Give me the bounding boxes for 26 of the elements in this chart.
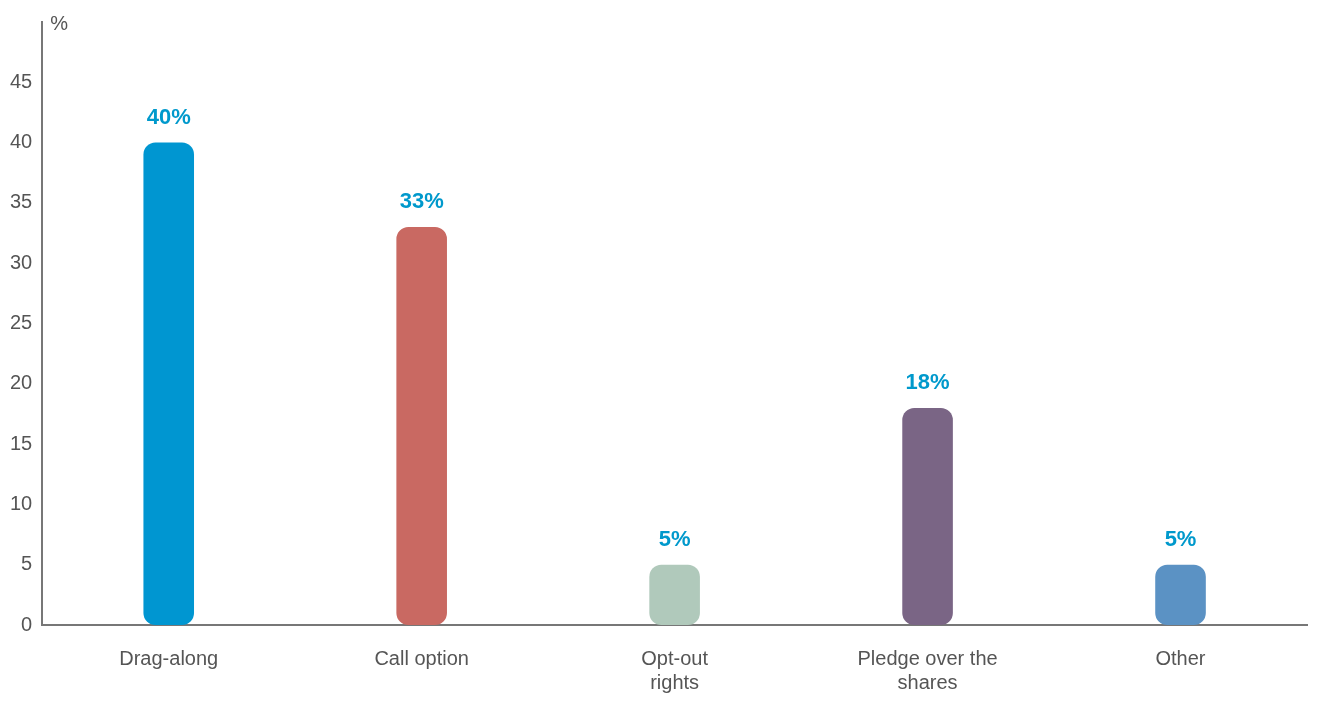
y-tick-label: 40: [10, 130, 33, 153]
y-tick-label: 5: [21, 552, 33, 575]
y-tick-label: 30: [10, 250, 33, 273]
data-label: 40%: [146, 103, 191, 129]
y-tick-label: 25: [10, 311, 33, 334]
x-tick-label: Pledge over the shares: [857, 646, 998, 693]
data-label: 5%: [658, 525, 691, 551]
x-tick-label: Call option: [374, 646, 469, 669]
y-axis-title: %: [50, 11, 69, 34]
bar: [1155, 564, 1206, 625]
y-tick-label: 0: [21, 612, 33, 635]
x-tick-label: Drag-along: [119, 646, 219, 669]
bar: [396, 227, 447, 625]
y-tick-label: 15: [10, 431, 33, 454]
y-tick-label: 35: [10, 190, 33, 213]
bar: [143, 142, 195, 625]
bar: [902, 407, 953, 625]
y-tick-label: 20: [10, 371, 33, 394]
y-tick-label: 45: [10, 69, 33, 92]
data-label: 18%: [905, 368, 950, 394]
x-tick-label: Other: [1155, 646, 1206, 669]
x-tick-label: Opt-out rights: [641, 646, 709, 693]
y-tick-label: 10: [10, 491, 33, 514]
data-label: 33%: [399, 188, 444, 214]
data-label: 5%: [1164, 525, 1197, 551]
bar: [649, 564, 700, 625]
